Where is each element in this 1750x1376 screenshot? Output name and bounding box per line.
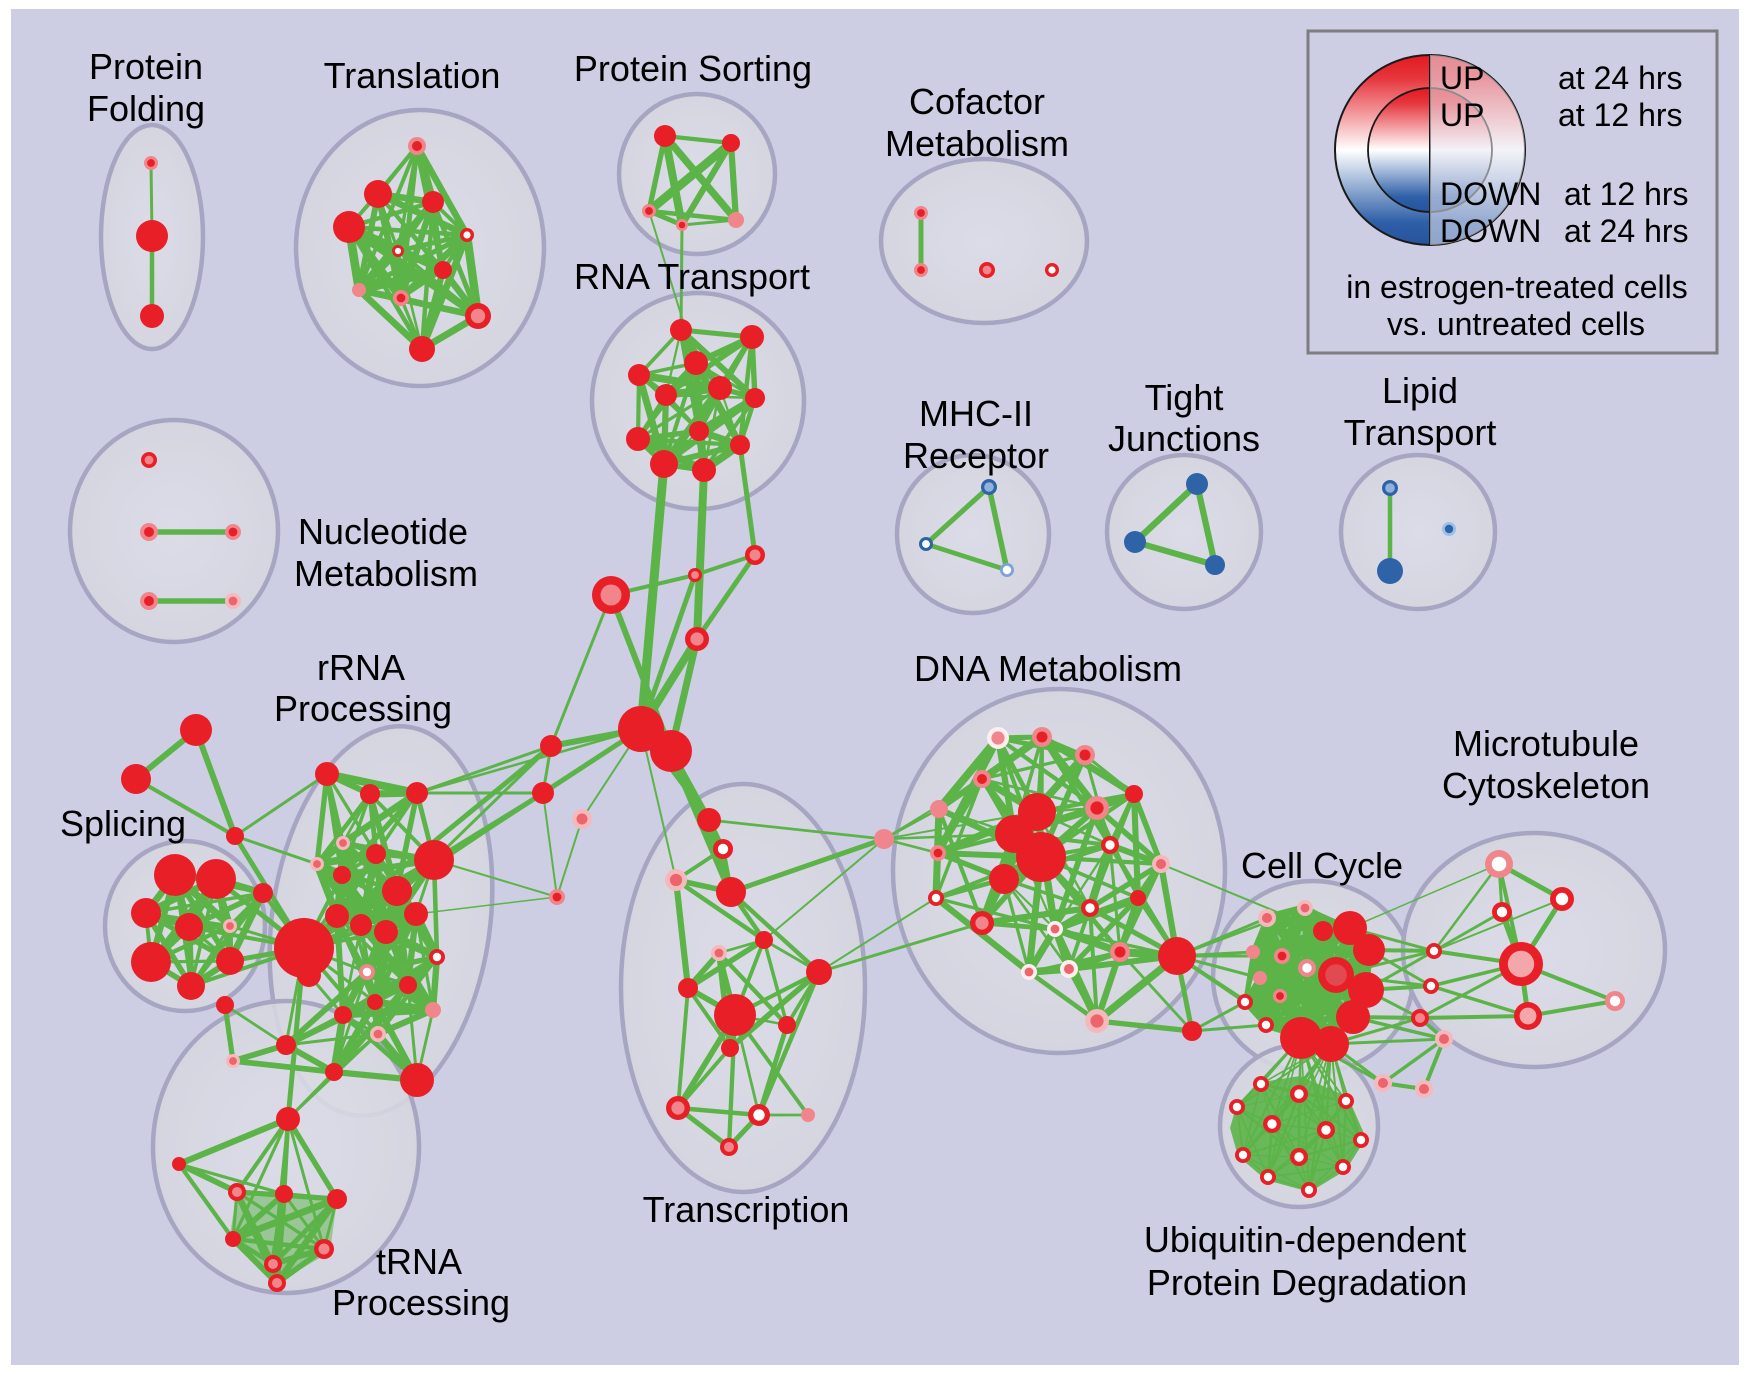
svg-text:UP: UP: [1440, 60, 1484, 96]
svg-text:Ubiquitin-dependent: Ubiquitin-dependent: [1144, 1219, 1466, 1260]
svg-text:Receptor: Receptor: [903, 435, 1049, 476]
svg-text:Processing: Processing: [274, 688, 452, 729]
svg-text:at 12 hrs: at 12 hrs: [1558, 97, 1683, 133]
svg-text:at 24 hrs: at 24 hrs: [1558, 60, 1683, 96]
svg-text:Metabolism: Metabolism: [294, 553, 478, 594]
svg-text:Cofactor: Cofactor: [909, 81, 1045, 122]
svg-text:Protein Sorting: Protein Sorting: [574, 48, 812, 89]
svg-text:Protein Degradation: Protein Degradation: [1147, 1262, 1467, 1303]
svg-text:Translation: Translation: [324, 55, 501, 96]
svg-text:RNA Transport: RNA Transport: [574, 256, 810, 297]
svg-text:Junctions: Junctions: [1108, 418, 1260, 459]
svg-text:Nucleotide: Nucleotide: [298, 511, 468, 552]
svg-text:Protein: Protein: [89, 46, 203, 87]
svg-text:Cell Cycle: Cell Cycle: [1241, 845, 1403, 886]
svg-text:rRNA: rRNA: [317, 647, 405, 688]
svg-text:DOWN: DOWN: [1440, 176, 1541, 212]
svg-text:Transcription: Transcription: [643, 1189, 850, 1230]
svg-text:Tight: Tight: [1145, 377, 1224, 418]
svg-text:Lipid: Lipid: [1382, 370, 1458, 411]
svg-text:vs. untreated cells: vs. untreated cells: [1387, 306, 1645, 342]
svg-text:Metabolism: Metabolism: [885, 123, 1069, 164]
svg-text:UP: UP: [1440, 97, 1484, 133]
svg-text:DNA Metabolism: DNA Metabolism: [914, 648, 1182, 689]
svg-text:tRNA: tRNA: [376, 1241, 462, 1282]
svg-text:Transport: Transport: [1344, 412, 1497, 453]
svg-text:Microtubule: Microtubule: [1453, 723, 1639, 764]
svg-text:at 12 hrs: at 12 hrs: [1564, 176, 1689, 212]
svg-text:in estrogen-treated cells: in estrogen-treated cells: [1346, 269, 1688, 305]
svg-text:Splicing: Splicing: [60, 803, 186, 844]
svg-text:Folding: Folding: [87, 88, 205, 129]
svg-text:DOWN: DOWN: [1440, 213, 1541, 249]
svg-text:Processing: Processing: [332, 1282, 510, 1323]
svg-text:MHC-II: MHC-II: [919, 393, 1033, 434]
svg-text:at 24 hrs: at 24 hrs: [1564, 213, 1689, 249]
svg-text:Cytoskeleton: Cytoskeleton: [1442, 765, 1650, 806]
